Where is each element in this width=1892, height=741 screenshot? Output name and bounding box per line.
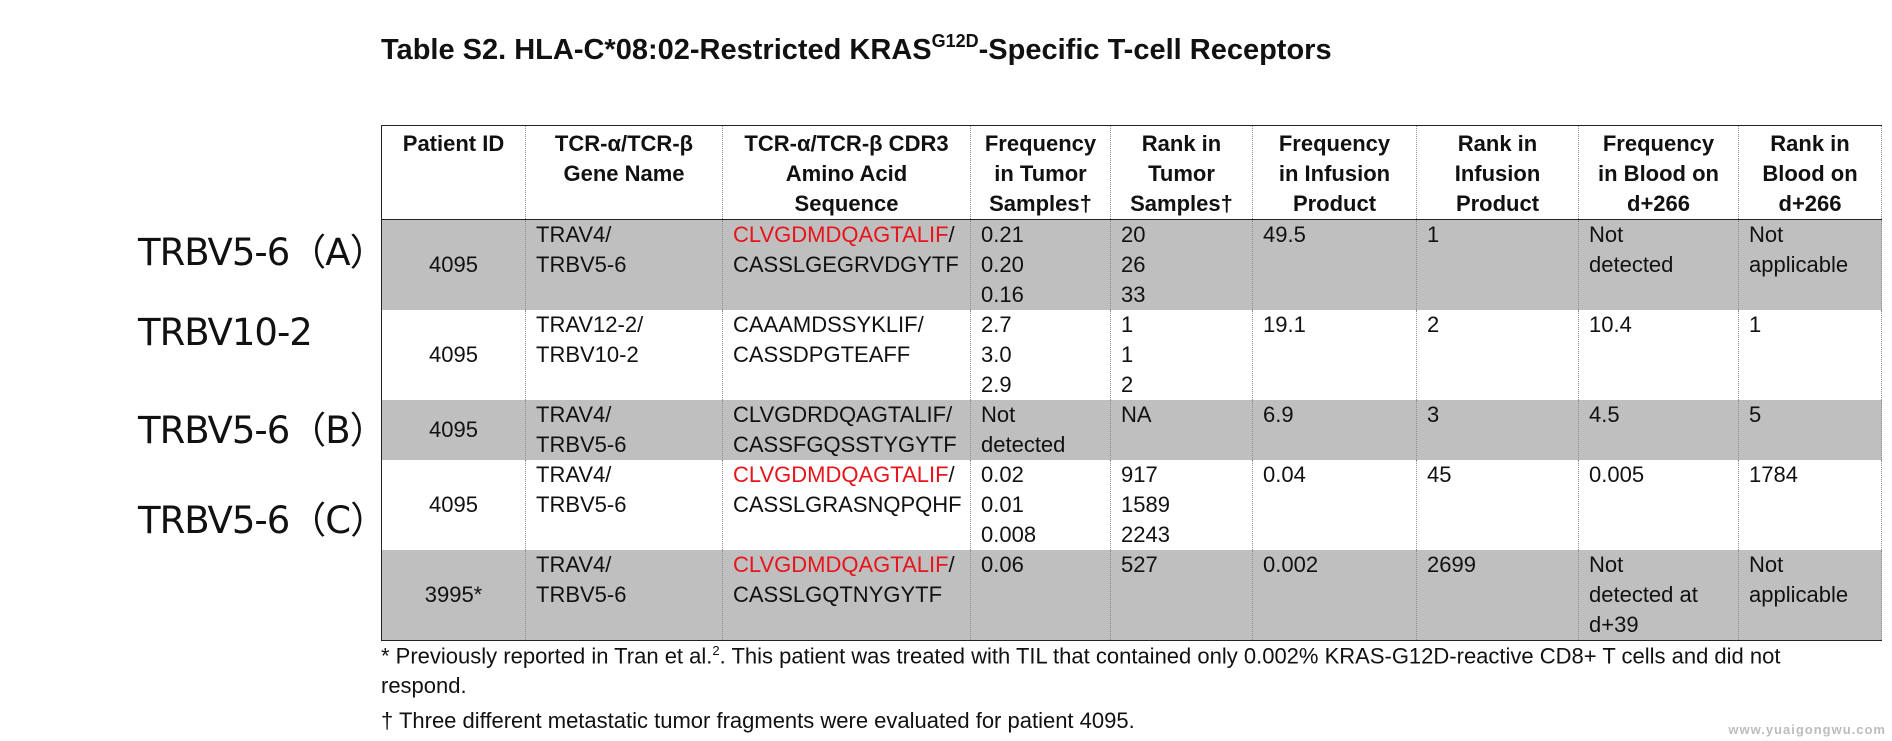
cdr3-cell: CLVGDMDQAGTALIF/CASSLGEGRVDGYTF <box>722 219 971 310</box>
column-header-3: Frequency in Tumor Samples† <box>970 125 1111 220</box>
footnote-dagger: † Three different metastatic tumor fragm… <box>381 708 1135 733</box>
freq-infusion-cell: 19.1 <box>1252 310 1417 400</box>
rank-infusion-cell: 3 <box>1416 400 1579 460</box>
freq-blood-cell: 0.005 <box>1578 460 1739 550</box>
rank-infusion-cell: 2 <box>1416 310 1579 400</box>
column-header-1: TCR-α/TCR-β Gene Name <box>525 125 723 220</box>
freq-tumor-cell: 0.02 0.01 0.008 <box>970 460 1111 550</box>
tcr-table: Patient ID TCR-α/TCR-β Gene Name TCR-α/TCR-… <box>381 125 1882 641</box>
title-superscript: G12D <box>931 31 979 51</box>
freq-infusion-cell: 49.5 <box>1252 219 1417 310</box>
freq-blood-cell: Not detected at d+39 <box>1578 550 1739 641</box>
title-prefix: Table S2. HLA-C*08:02-Restricted KRAS <box>381 34 932 66</box>
table-body: 4095 TRAV4/TRBV5-6 CLVGDMDQAGTALIF/CASSLGE… <box>381 219 1882 641</box>
freq-tumor-cell: Not detected <box>970 400 1111 460</box>
gene-name-cell: TRAV12-2/TRBV10-2 <box>525 310 723 400</box>
footnote-text-cont: . This patient was treated with TIL that… <box>719 643 1781 669</box>
patient-id-cell: 4095 <box>381 400 526 460</box>
patient-id-cell: 4095 <box>381 460 526 550</box>
column-header-7: Frequency in Blood on d+266 <box>1578 125 1739 220</box>
table-row: 4095 TRAV4/TRBV5-6 CLVGDMDQAGTALIF/CASSLGE… <box>381 219 1882 310</box>
cdr3-cell: CLVGDMDQAGTALIF/CASSLGRASNQPQHF <box>722 460 971 550</box>
rank-infusion-cell: 1 <box>1416 219 1579 310</box>
column-header-0: Patient ID <box>381 125 526 220</box>
header-row: Patient ID TCR-α/TCR-β Gene Name TCR-α/TCR-… <box>381 125 1882 220</box>
patient-id-cell: 3995* <box>381 550 526 641</box>
cdr3-cell: CAAAMDSSYKLIF/CASSDPGTEAFF <box>722 310 971 400</box>
freq-infusion-cell: 6.9 <box>1252 400 1417 460</box>
freq-tumor-cell: 2.7 3.0 2.9 <box>970 310 1111 400</box>
side-label-trbv5-6-c: TRBV5-6（C） <box>138 499 387 542</box>
cdr3-alpha: CAAAMDSSYKLIF <box>733 312 918 337</box>
gene-name-cell: TRAV4/TRBV5-6 <box>525 219 723 310</box>
patient-id-cell: 4095 <box>381 219 526 310</box>
table-row: 4095 TRAV4/TRBV5-6 CLVGDMDQAGTALIF/CASSLGR… <box>381 460 1882 550</box>
rank-blood-cell: 1 <box>1738 310 1882 400</box>
freq-tumor-cell: 0.21 0.20 0.16 <box>970 219 1111 310</box>
cdr3-alpha: CLVGDMDQAGTALIF <box>733 222 949 247</box>
rank-tumor-cell: 527 <box>1110 550 1253 641</box>
cdr3-beta: CASSLGEGRVDGYTF <box>733 252 959 277</box>
rank-tumor-cell: NA <box>1110 400 1253 460</box>
column-header-4: Rank in Tumor Samples† <box>1110 125 1253 220</box>
side-label-trbv5-6-b: TRBV5-6（B） <box>138 409 387 452</box>
freq-infusion-cell: 0.04 <box>1252 460 1417 550</box>
footnote-citation-sup: 2 <box>712 643 720 658</box>
rank-blood-cell: 1784 <box>1738 460 1882 550</box>
column-header-5: Frequency in Infusion Product <box>1252 125 1417 220</box>
rank-blood-cell: 5 <box>1738 400 1882 460</box>
freq-blood-cell: 10.4 <box>1578 310 1739 400</box>
gene-name-cell: TRAV4/TRBV5-6 <box>525 550 723 641</box>
cdr3-beta: CASSFGQSSTYGYTF <box>733 432 957 457</box>
rank-tumor-cell: 20 26 33 <box>1110 219 1253 310</box>
cdr3-beta: CASSDPGTEAFF <box>733 342 911 367</box>
rank-tumor-cell: 917 1589 2243 <box>1110 460 1253 550</box>
cdr3-cell: CLVGDMDQAGTALIF/CASSLGQTNYGYTF <box>722 550 971 641</box>
freq-blood-cell: Not detected <box>1578 219 1739 310</box>
patient-id-cell: 4095 <box>381 310 526 400</box>
footnote-line2: respond. <box>381 673 467 698</box>
table-row: 4095 TRAV4/TRBV5-6 CLVGDRDQAGTALIF/CASSFGQ… <box>381 400 1882 460</box>
footnote-text: * Previously reported in Tran et al. <box>381 643 713 669</box>
gene-name-cell: TRAV4/TRBV5-6 <box>525 400 723 460</box>
column-header-8: Rank in Blood on d+266 <box>1738 125 1882 220</box>
column-header-2: TCR-α/TCR-β CDR3 Amino Acid Sequence <box>722 125 971 220</box>
freq-blood-cell: 4.5 <box>1578 400 1739 460</box>
freq-tumor-cell: 0.06 <box>970 550 1111 641</box>
title-suffix: -Specific T-cell Receptors <box>978 34 1332 66</box>
cdr3-alpha: CLVGDRDQAGTALIF <box>733 402 947 427</box>
side-label-trbv5-6-a: TRBV5-6（A） <box>138 231 387 274</box>
table-title: Table S2. HLA-C*08:02-Restricted KRASG12… <box>381 31 1332 67</box>
footnote-patient-3995: * Previously reported in Tran et al.2. T… <box>381 636 1881 671</box>
watermark: www.yuaigongwu.com <box>1728 722 1886 737</box>
table-row: 3995* TRAV4/TRBV5-6 CLVGDMDQAGTALIF/CASSLG… <box>381 550 1882 641</box>
rank-infusion-cell: 45 <box>1416 460 1579 550</box>
gene-name-cell: TRAV4/TRBV5-6 <box>525 460 723 550</box>
table-row: 4095 TRAV12-2/TRBV10-2 CAAAMDSSYKLIF/CASSD… <box>381 310 1882 400</box>
cdr3-alpha: CLVGDMDQAGTALIF <box>733 552 949 577</box>
side-label-trbv10-2: TRBV10-2 <box>138 311 313 354</box>
rank-blood-cell: Not applicable <box>1738 219 1882 310</box>
column-header-6: Rank in Infusion Product <box>1416 125 1579 220</box>
rank-infusion-cell: 2699 <box>1416 550 1579 641</box>
rank-blood-cell: Not applicable <box>1738 550 1882 641</box>
cdr3-beta: CASSLGRASNQPQHF <box>733 492 962 517</box>
cdr3-cell: CLVGDRDQAGTALIF/CASSFGQSSTYGYTF <box>722 400 971 460</box>
cdr3-alpha: CLVGDMDQAGTALIF <box>733 462 949 487</box>
freq-infusion-cell: 0.002 <box>1252 550 1417 641</box>
cdr3-beta: CASSLGQTNYGYTF <box>733 582 943 607</box>
